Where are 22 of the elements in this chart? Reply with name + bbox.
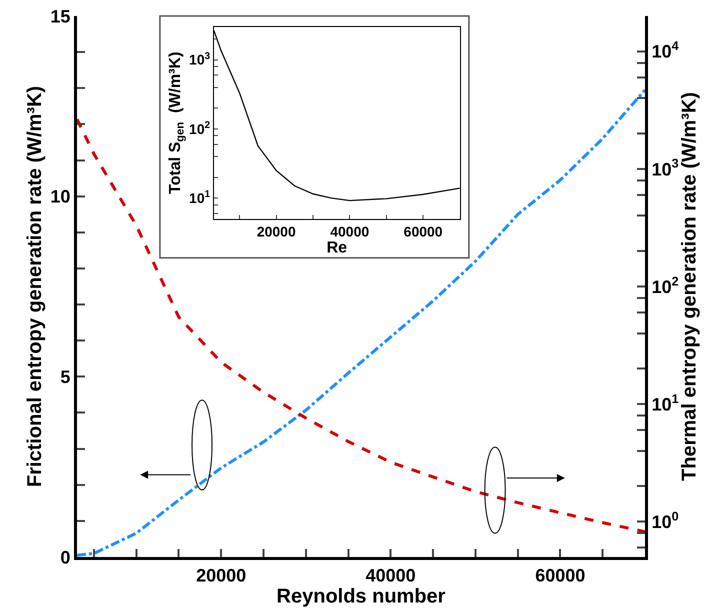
- y-tick-label: 5: [60, 366, 70, 387]
- y2-axis-title: Thermal entropy generation rate (W/m³K): [678, 92, 701, 481]
- y2-tick-label: 10$^{4}$: [652, 39, 679, 62]
- x-tick-label: 40000: [330, 224, 370, 240]
- y-axis-title: Frictional entropy generation rate (W/m³K): [24, 86, 46, 488]
- y-tick-label: 15: [50, 6, 70, 26]
- x-tick-label: 60000: [535, 566, 586, 586]
- y-tick-label: 10$^{3}$: [189, 50, 211, 68]
- y2-tick-label: 10$^{2}$: [652, 274, 679, 297]
- x-tick-label: 40000: [366, 566, 416, 586]
- y2-tick-label: 10$^{1}$: [652, 392, 679, 414]
- y2-tick-label: 10$^{3}$: [652, 156, 679, 180]
- y-tick-label: 10: [50, 186, 70, 207]
- y-tick-label: 10$^{2}$: [189, 120, 211, 137]
- y-tick-label: 0: [60, 547, 70, 568]
- x-tick-label: 60000: [404, 224, 443, 240]
- x-axis-title: Re: [326, 240, 348, 257]
- y2-tick-label: 10$^{0}$: [652, 509, 679, 532]
- x-tick-label: 20000: [256, 224, 296, 240]
- x-tick-label: 20000: [196, 566, 246, 586]
- x-axis-title: Reynolds number: [276, 586, 446, 608]
- y-tick-label: 10$^{1}$: [189, 189, 211, 206]
